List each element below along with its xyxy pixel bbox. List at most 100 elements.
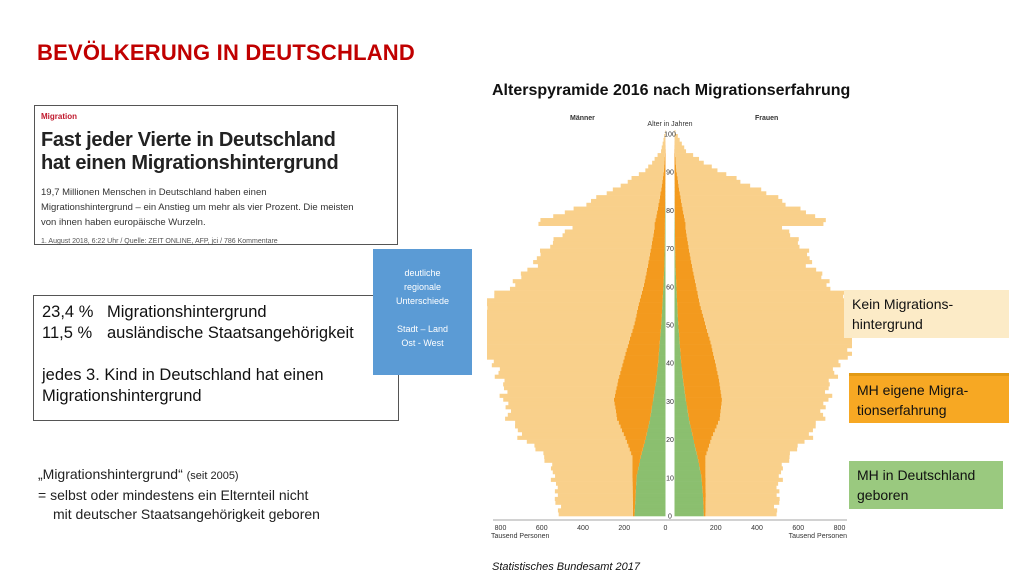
pyramid-bar-female-age-1-seg-0 xyxy=(674,508,704,513)
legend-own-migration-line-2: tionserfahrung xyxy=(857,402,947,418)
stat-kids-line-2: Migrationshintergrund xyxy=(42,387,202,405)
pyramid-bar-female-age-81-seg-1 xyxy=(674,202,682,207)
pyramid-bar-female-age-41-seg-0 xyxy=(674,355,681,360)
age-tick-label: 0 xyxy=(668,514,672,521)
pyramid-bar-male-age-66-seg-0 xyxy=(664,260,666,265)
pyramid-bar-female-age-58-seg-0 xyxy=(674,290,677,295)
pyramid-bar-female-age-96-seg-2 xyxy=(674,145,685,150)
pyramid-bar-male-age-50-seg-0 xyxy=(661,321,666,326)
pyramid-bar-female-age-57-seg-2 xyxy=(698,294,844,299)
pyramid-bar-female-age-59-seg-0 xyxy=(674,286,677,291)
pyramid-bar-female-age-56-seg-2 xyxy=(699,298,849,303)
pyramid-bar-female-age-83-seg-1 xyxy=(674,195,681,200)
pyramid-bar-female-age-23-seg-0 xyxy=(674,424,691,429)
pyramid-bar-female-age-21-seg-2 xyxy=(713,431,809,437)
pyramid-bar-male-age-62-seg-0 xyxy=(663,275,666,280)
pyramid-bar-female-age-41-seg-1 xyxy=(680,355,715,360)
pyramid-bar-male-age-66-seg-2 xyxy=(533,260,649,265)
pyramid-bar-female-age-69-seg-2 xyxy=(689,248,810,253)
pyramid-bar-female-age-63-seg-0 xyxy=(674,271,676,276)
pyramid-bar-male-age-18-seg-1 xyxy=(628,443,644,448)
pyramid-bar-female-age-9-seg-0 xyxy=(674,477,702,482)
pyramid-bar-female-age-18-seg-1 xyxy=(694,443,710,448)
pyramid-bar-male-age-9-seg-1 xyxy=(632,477,637,482)
pyramid-bar-female-age-28-seg-2 xyxy=(721,405,826,410)
definition-term: „Migrationshintergrund“ xyxy=(38,466,183,482)
pyramid-bar-female-age-51-seg-1 xyxy=(678,317,704,322)
pyramid-bar-male-age-65-seg-1 xyxy=(647,263,665,268)
pyramid-bar-female-age-34-seg-1 xyxy=(683,382,720,387)
pyramid-bar-male-age-53-seg-2 xyxy=(487,309,638,314)
pyramid-bar-male-age-53-seg-0 xyxy=(661,309,666,314)
pyramid-bar-female-age-66-seg-1 xyxy=(675,260,692,265)
pyramid-bar-female-age-58-seg-1 xyxy=(676,290,698,295)
pyramid-bar-female-age-18-seg-2 xyxy=(709,443,798,448)
pyramid-bar-male-age-73-seg-0 xyxy=(664,233,666,238)
pyramid-bar-female-age-9-seg-2 xyxy=(705,477,783,482)
pyramid-bar-male-age-22-seg-2 xyxy=(517,428,622,433)
pyramid-bar-female-age-42-seg-2 xyxy=(713,351,852,356)
pyramid-bar-male-age-4-seg-2 xyxy=(554,496,633,502)
pyramid-bar-male-age-23-seg-2 xyxy=(515,424,621,429)
pyramid-bar-female-age-12-seg-0 xyxy=(674,466,700,471)
pyramid-bar-female-age-70-seg-2 xyxy=(688,244,800,249)
pyramid-bar-female-age-52-seg-2 xyxy=(702,313,852,318)
pyramid-bar-female-age-63-seg-2 xyxy=(693,271,823,276)
pyramid-bar-female-age-26-seg-0 xyxy=(674,412,689,417)
pyramid-bar-female-age-8-seg-0 xyxy=(674,481,702,486)
age-tick-label: 30 xyxy=(666,399,674,406)
pyramid-bar-male-age-69-seg-2 xyxy=(540,248,651,253)
pyramid-bar-female-age-21-seg-1 xyxy=(692,431,714,437)
pyramid-bar-male-age-49-seg-1 xyxy=(633,325,662,330)
pyramid-bar-male-age-87-seg-2 xyxy=(627,179,663,184)
pyramid-bar-male-age-44-seg-1 xyxy=(627,344,660,349)
pyramid-bar-male-age-28-seg-2 xyxy=(505,405,616,410)
pyramid-bar-male-age-11-seg-2 xyxy=(552,470,633,475)
pyramid-bar-male-age-80-seg-2 xyxy=(573,206,658,211)
pyramid-bar-male-age-31-seg-1 xyxy=(614,393,654,398)
pyramid-bar-female-age-51-seg-0 xyxy=(674,317,679,322)
pyramid-bar-male-age-43-seg-1 xyxy=(626,347,660,353)
pyramid-bar-male-age-40-seg-2 xyxy=(493,359,624,364)
pyramid-bar-female-age-47-seg-2 xyxy=(708,332,852,337)
pyramid-bar-female-age-32-seg-2 xyxy=(720,389,826,395)
pyramid-bar-male-age-15-seg-0 xyxy=(640,454,666,459)
pyramid-bar-male-age-62-seg-1 xyxy=(645,275,664,280)
pyramid-bar-male-age-40-seg-1 xyxy=(623,359,659,364)
pyramid-bar-female-age-27-seg-0 xyxy=(674,409,688,414)
pyramid-bar-female-age-55-seg-2 xyxy=(699,302,852,307)
pyramid-bar-female-age-34-seg-0 xyxy=(674,382,684,387)
pyramid-bar-female-age-82-seg-2 xyxy=(681,198,783,204)
age-tick-label: 10 xyxy=(666,475,674,482)
pyramid-bar-male-age-51-seg-2 xyxy=(487,317,636,322)
pyramid-bar-male-age-1-seg-0 xyxy=(634,508,666,513)
pyramid-bar-male-age-11-seg-0 xyxy=(637,470,666,475)
pyramid-bar-male-age-54-seg-2 xyxy=(487,305,638,311)
pyramid-bar-male-age-18-seg-2 xyxy=(534,443,629,448)
pyramid-bar-female-age-66-seg-0 xyxy=(674,260,676,265)
pyramid-bar-male-age-50-seg-1 xyxy=(634,321,662,326)
pyramid-bar-female-age-6-seg-1 xyxy=(702,489,706,494)
age-tick-label: 100 xyxy=(664,132,676,139)
pyramid-bar-male-age-30-seg-2 xyxy=(503,397,614,402)
pyramid-bar-male-age-29-seg-2 xyxy=(508,401,615,406)
pyramid-bar-male-age-17-seg-0 xyxy=(642,447,666,452)
pyramid-bar-male-age-77-seg-0 xyxy=(664,218,666,223)
x-tick-label-left: 600 xyxy=(536,525,548,532)
pyramid-bar-female-age-19-seg-1 xyxy=(693,439,711,444)
pyramid-bar-male-age-78-seg-2 xyxy=(553,214,657,219)
pyramid-bar-male-age-45-seg-0 xyxy=(659,340,666,345)
pyramid-bar-female-age-70-seg-0 xyxy=(674,244,676,249)
pyramid-bar-male-age-55-seg-0 xyxy=(662,302,666,307)
pyramid-bar-male-age-5-seg-0 xyxy=(635,493,666,498)
pyramid-bar-female-age-17-seg-1 xyxy=(695,447,708,452)
pyramid-bar-female-age-39-seg-0 xyxy=(674,363,682,368)
pyramid-bar-male-age-69-seg-1 xyxy=(650,248,665,253)
pyramid-bar-female-age-97-seg-2 xyxy=(674,141,682,146)
pyramid-bar-female-age-15-seg-1 xyxy=(697,454,706,459)
pyramid-bar-male-age-32-seg-0 xyxy=(654,389,666,395)
label-male: Männer xyxy=(570,115,595,122)
pyramid-bar-male-age-54-seg-0 xyxy=(662,305,666,311)
pyramid-bar-female-age-33-seg-1 xyxy=(684,386,721,391)
pyramid-bar-male-age-47-seg-2 xyxy=(487,332,632,337)
